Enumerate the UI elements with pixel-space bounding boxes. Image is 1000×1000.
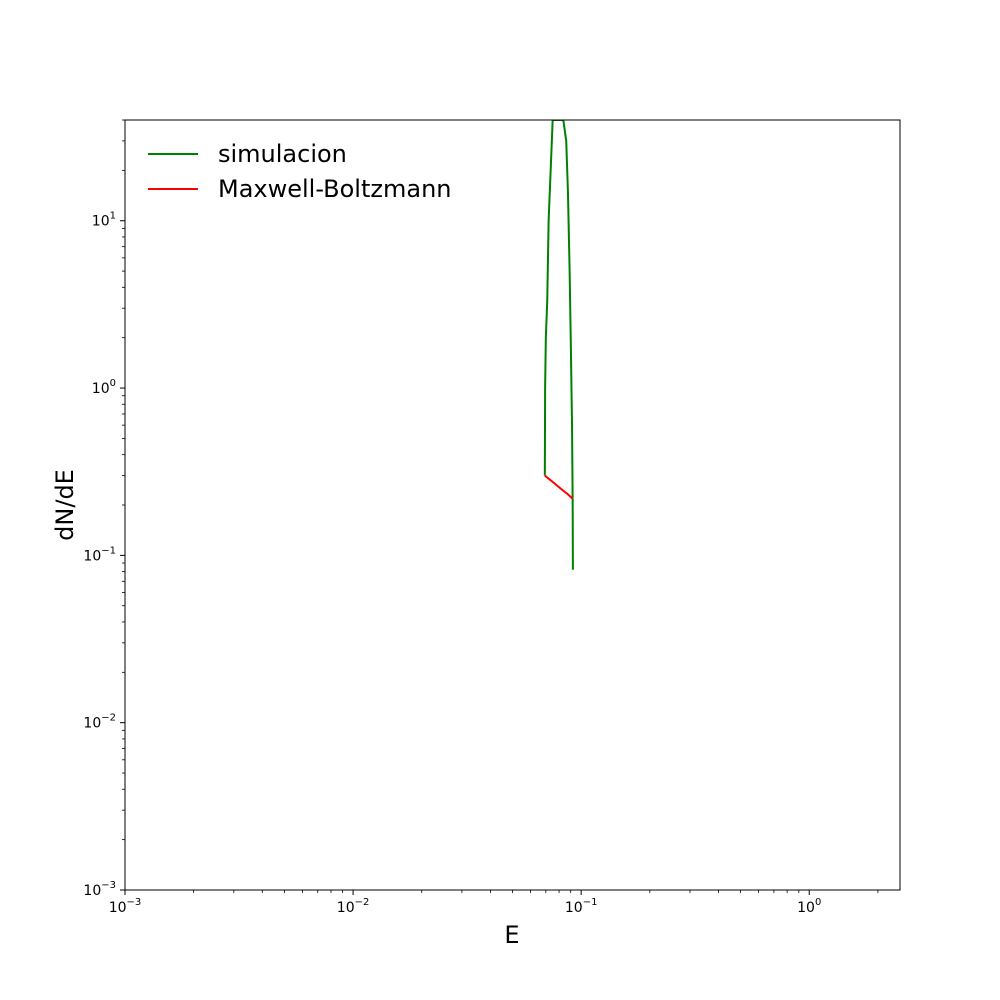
x-tick-label-base: 10 — [109, 900, 127, 916]
y-tick-label-base: 10 — [92, 214, 110, 230]
y-tick-label-exponent: 1 — [110, 211, 116, 222]
y-tick-label-exponent: −1 — [101, 545, 116, 556]
y-tick-label: 10−3 — [83, 880, 116, 899]
x-tick-label: 10−3 — [109, 897, 142, 916]
x-tick-label-exponent: −2 — [355, 897, 370, 908]
x-tick-label-base: 10 — [337, 900, 355, 916]
series-line-1 — [544, 474, 574, 500]
y-tick-label-base: 10 — [92, 381, 110, 397]
y-tick-label-exponent: −3 — [101, 880, 116, 891]
x-axis-label: E — [504, 921, 519, 949]
y-axis-label: dN/dE — [51, 469, 79, 541]
y-tick-label-base: 10 — [83, 883, 101, 899]
y-tick-label-base: 10 — [83, 548, 101, 564]
x-tick-label-base: 10 — [565, 900, 583, 916]
legend: simulacion Maxwell-Boltzmann — [148, 140, 451, 203]
x-tick-label-exponent: −3 — [127, 897, 142, 908]
y-tick-label: 100 — [92, 378, 116, 397]
x-tick-label: 10−2 — [337, 897, 370, 916]
legend-label-1: Maxwell-Boltzmann — [218, 175, 451, 203]
x-tick-label-base: 10 — [797, 900, 815, 916]
y-tick-label-base: 10 — [83, 716, 101, 732]
x-tick-label-exponent: −1 — [583, 897, 598, 908]
x-tick-label-exponent: 0 — [815, 897, 821, 908]
legend-label-0: simulacion — [218, 140, 347, 168]
y-tick-label: 10−2 — [83, 713, 116, 732]
y-tick-label-exponent: −2 — [101, 713, 116, 724]
y-tick-label-exponent: 0 — [110, 378, 116, 389]
series-layer — [543, 120, 574, 570]
series-line-0 — [543, 120, 574, 570]
x-tick-label: 10−1 — [565, 897, 598, 916]
x-tick-label: 100 — [797, 897, 821, 916]
y-tick-label: 101 — [92, 211, 116, 230]
y-tick-label: 10−1 — [83, 545, 116, 564]
